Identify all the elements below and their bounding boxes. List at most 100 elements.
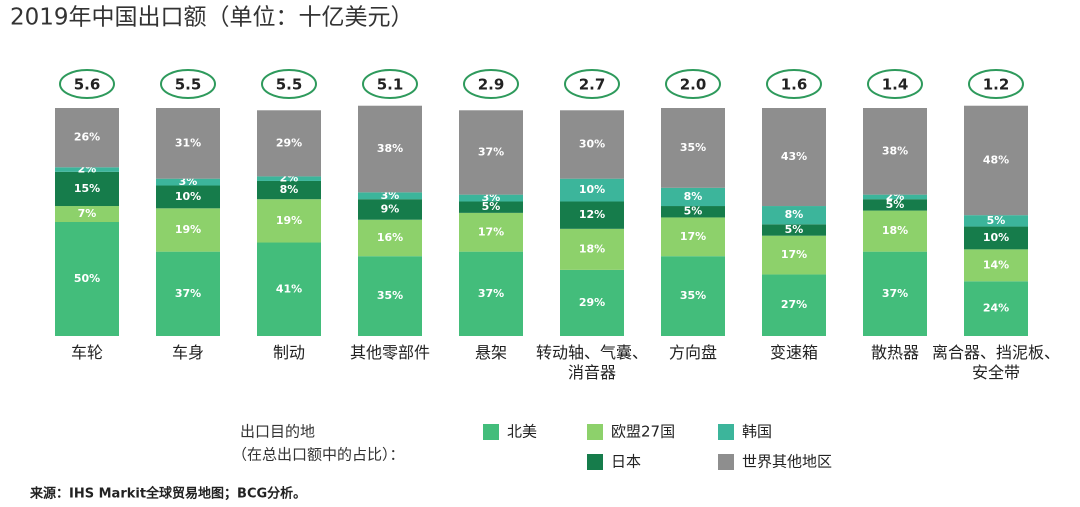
legend-label: 韩国 <box>742 423 772 441</box>
value-label: 5% <box>785 223 804 236</box>
bar-segment <box>459 251 523 336</box>
value-label: 35% <box>680 141 706 154</box>
total-label: 5.5 <box>276 76 303 94</box>
bar-segment <box>762 235 826 275</box>
total-label: 5.5 <box>175 76 202 94</box>
legend-label: 世界其他地区 <box>742 453 832 471</box>
legend-label: 欧盟27国 <box>611 423 675 441</box>
value-label: 37% <box>478 145 504 158</box>
value-label: 15% <box>74 182 100 195</box>
bar-segment <box>661 256 725 336</box>
value-label: 18% <box>882 224 908 237</box>
value-label: 30% <box>579 137 605 150</box>
bar-segment <box>156 178 220 186</box>
total-label: 2.0 <box>680 76 707 94</box>
value-label: 37% <box>478 287 504 300</box>
value-label: 24% <box>983 302 1009 315</box>
bar-segment <box>560 269 624 336</box>
bar-segment <box>762 274 826 336</box>
bar-segment <box>560 201 624 229</box>
bar-segment <box>55 206 119 222</box>
value-label: 38% <box>882 144 908 157</box>
value-label: 10% <box>983 231 1009 244</box>
value-label: 17% <box>478 225 504 238</box>
legend-swatch <box>587 454 603 470</box>
x-tick-label: 其他零部件 <box>349 343 430 362</box>
bar-segment <box>358 192 422 200</box>
value-label: 8% <box>785 208 804 221</box>
value-label: 35% <box>377 289 403 302</box>
value-label: 41% <box>276 282 302 295</box>
bar-segment <box>257 242 321 336</box>
bar-segment <box>257 199 321 243</box>
total-badge <box>160 69 216 99</box>
value-label: 19% <box>175 223 201 236</box>
value-label: 5% <box>987 214 1006 227</box>
value-label: 19% <box>276 214 302 227</box>
value-label: 12% <box>579 208 605 221</box>
total-badge <box>968 69 1024 99</box>
bar-segment <box>156 185 220 209</box>
total-label: 2.9 <box>478 76 505 94</box>
value-label: 10% <box>175 190 201 203</box>
legend-swatch <box>718 424 734 440</box>
total-badge <box>463 69 519 99</box>
total-badge <box>362 69 418 99</box>
bar-segment <box>156 108 220 179</box>
total-badge <box>59 69 115 99</box>
value-label: 8% <box>280 183 299 196</box>
x-tick-label: 车轮 <box>70 343 103 362</box>
value-label: 17% <box>781 248 807 261</box>
bar-segment <box>863 194 927 200</box>
bar-segment <box>863 108 927 195</box>
x-tick-label: 转动轴、气囊、 消音器 <box>535 343 648 382</box>
legend-label: 日本 <box>611 453 641 471</box>
bar-segment <box>964 281 1028 336</box>
bar-segment <box>257 180 321 200</box>
legend-label: 北美 <box>507 423 537 441</box>
source: 来源：IHS Markit全球贸易地图；BCG分析。 <box>29 486 306 502</box>
bar-segment <box>964 215 1028 227</box>
value-label: 43% <box>781 150 807 163</box>
bar-segment <box>257 110 321 177</box>
total-badge <box>766 69 822 99</box>
legend-title: （在总出口额中的占比）： <box>232 446 405 464</box>
value-label: 50% <box>74 272 100 285</box>
bar-segment <box>863 251 927 336</box>
legend-title: 出口目的地 <box>240 423 315 441</box>
bar-segment <box>661 206 725 218</box>
bar-segment <box>762 206 826 225</box>
value-label: 17% <box>680 230 706 243</box>
value-label: 8% <box>684 190 703 203</box>
legend-swatch <box>483 424 499 440</box>
total-badge <box>564 69 620 99</box>
value-label: 10% <box>579 183 605 196</box>
total-badge <box>261 69 317 99</box>
bar-segment <box>257 176 321 181</box>
total-label: 1.2 <box>983 76 1010 94</box>
bar-segment <box>560 178 624 202</box>
legend-swatch <box>587 424 603 440</box>
bar-segment <box>661 187 725 207</box>
bar-segment <box>156 208 220 252</box>
value-label: 26% <box>74 131 100 144</box>
bar-segment <box>661 217 725 257</box>
bar-segment <box>560 228 624 270</box>
bar-segment <box>358 219 422 257</box>
value-label: 9% <box>381 202 400 215</box>
value-label: 29% <box>579 296 605 309</box>
x-tick-label: 离合器、挡泥板、 安全带 <box>931 343 1060 382</box>
value-label: 5% <box>886 198 905 211</box>
value-label: 38% <box>377 142 403 155</box>
total-badge <box>867 69 923 99</box>
chart-title: 2019年中国出口额（单位：十亿美元） <box>10 5 414 31</box>
value-label: 27% <box>781 298 807 311</box>
value-label: 37% <box>882 287 908 300</box>
value-label: 31% <box>175 136 201 149</box>
x-tick-label: 散热器 <box>870 343 919 362</box>
bar-segment <box>560 110 624 179</box>
bar-segment <box>358 256 422 336</box>
bar-segment <box>55 171 119 207</box>
total-badge <box>665 69 721 99</box>
